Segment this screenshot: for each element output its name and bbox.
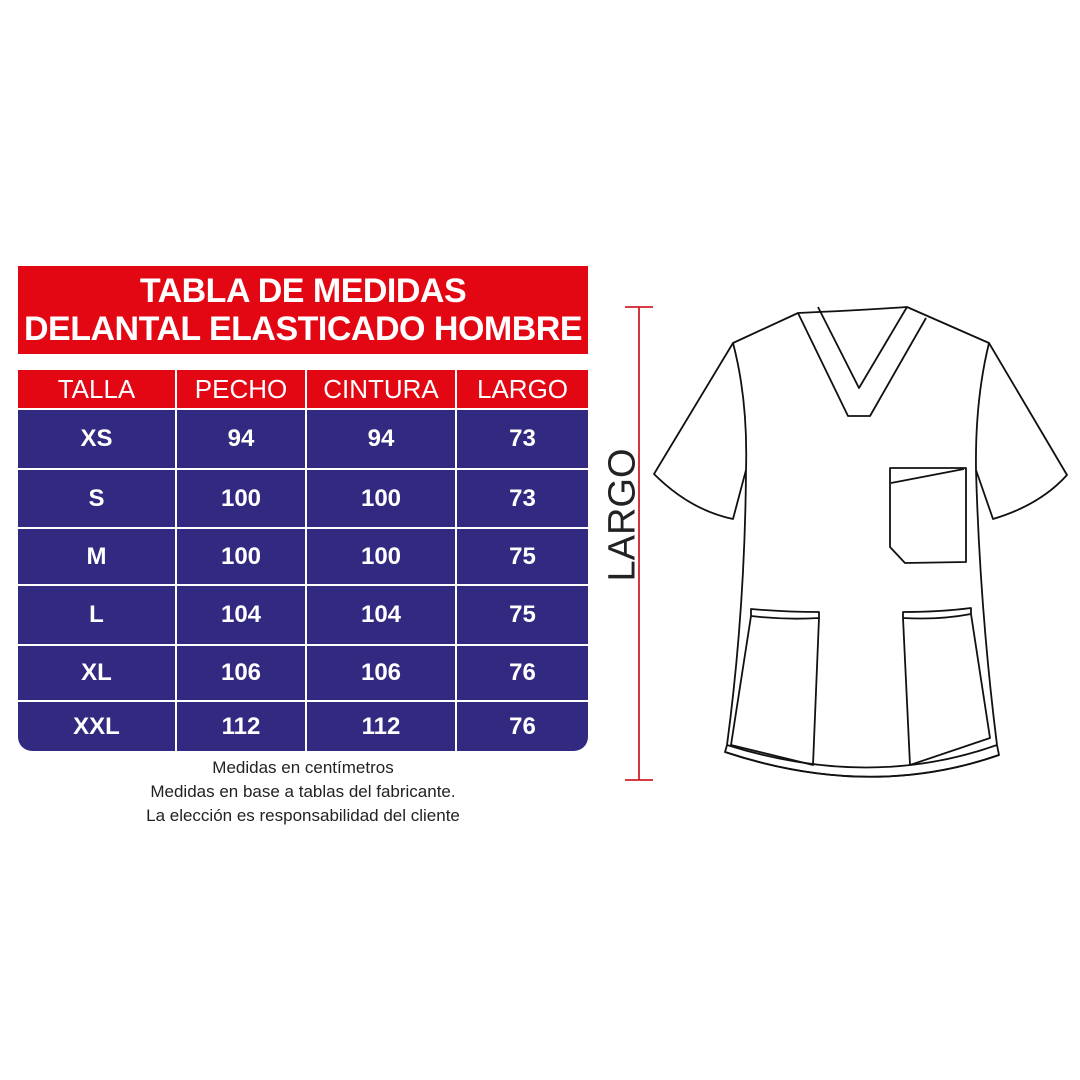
- cell-talla: L: [18, 584, 177, 646]
- cell-pecho: 104: [175, 584, 307, 646]
- cell-largo: 76: [455, 644, 588, 702]
- cell-largo: 75: [455, 584, 588, 646]
- cell-talla: S: [18, 468, 177, 529]
- title-line-2: DELANTAL ELASTICADO HOMBRE: [23, 310, 583, 348]
- header-pecho: PECHO: [175, 368, 307, 410]
- hem-band: [724, 744, 1000, 778]
- cell-pecho: 100: [175, 527, 307, 586]
- cell-cintura: 104: [305, 584, 457, 646]
- cell-pecho: 112: [175, 700, 307, 751]
- table-row: XS 94 94 73: [18, 408, 588, 470]
- cell-talla: XXL: [18, 700, 177, 751]
- cell-largo: 75: [455, 527, 588, 586]
- sleeve-seam-right: [975, 342, 990, 471]
- length-measure-line: [625, 306, 653, 781]
- table-row: XXL 112 112 76: [18, 700, 588, 751]
- cell-cintura: 112: [305, 700, 457, 751]
- cell-largo: 73: [455, 468, 588, 529]
- table-row: L 104 104 75: [18, 584, 588, 646]
- header-talla: TALLA: [18, 368, 177, 410]
- cell-cintura: 100: [305, 527, 457, 586]
- right-pocket: [902, 607, 991, 766]
- cell-cintura: 100: [305, 468, 457, 529]
- title-line-1: TABLA DE MEDIDAS: [139, 272, 467, 310]
- cell-talla: XS: [18, 408, 177, 470]
- note-units: Medidas en centímetros: [212, 758, 394, 777]
- note-source: Medidas en base a tablas del fabricante.: [150, 782, 456, 801]
- sleeve-seam-left: [732, 342, 748, 471]
- header-cintura: CINTURA: [305, 368, 457, 410]
- cell-largo: 73: [455, 408, 588, 470]
- table-row: S 100 100 73: [18, 468, 588, 529]
- cell-pecho: 100: [175, 468, 307, 529]
- table-row: XL 106 106 76: [18, 644, 588, 702]
- v-neck-collar: [797, 306, 927, 417]
- notes: Medidas en centímetros Medidas en base a…: [18, 756, 588, 828]
- cell-talla: M: [18, 527, 177, 586]
- cell-cintura: 106: [305, 644, 457, 702]
- note-responsibility: La elección es responsabilidad del clien…: [146, 806, 460, 825]
- cell-cintura: 94: [305, 408, 457, 470]
- size-table: TALLA PECHO CINTURA LARGO XS 94 94 73 S 100 10…: [18, 368, 588, 751]
- table-header-row: TALLA PECHO CINTURA LARGO: [18, 368, 588, 410]
- header-largo: LARGO: [455, 368, 588, 410]
- cell-pecho: 106: [175, 644, 307, 702]
- measure-label-largo: LARGO: [601, 448, 644, 582]
- cell-largo: 76: [455, 700, 588, 751]
- chest-pocket: [889, 467, 967, 564]
- cell-talla: XL: [18, 644, 177, 702]
- cell-pecho: 94: [175, 408, 307, 470]
- chart-title: TABLA DE MEDIDAS DELANTAL ELASTICADO HOM…: [18, 266, 588, 354]
- table-row: M 100 100 75: [18, 527, 588, 586]
- left-pocket: [730, 608, 820, 766]
- shirt-outline: [653, 306, 1068, 778]
